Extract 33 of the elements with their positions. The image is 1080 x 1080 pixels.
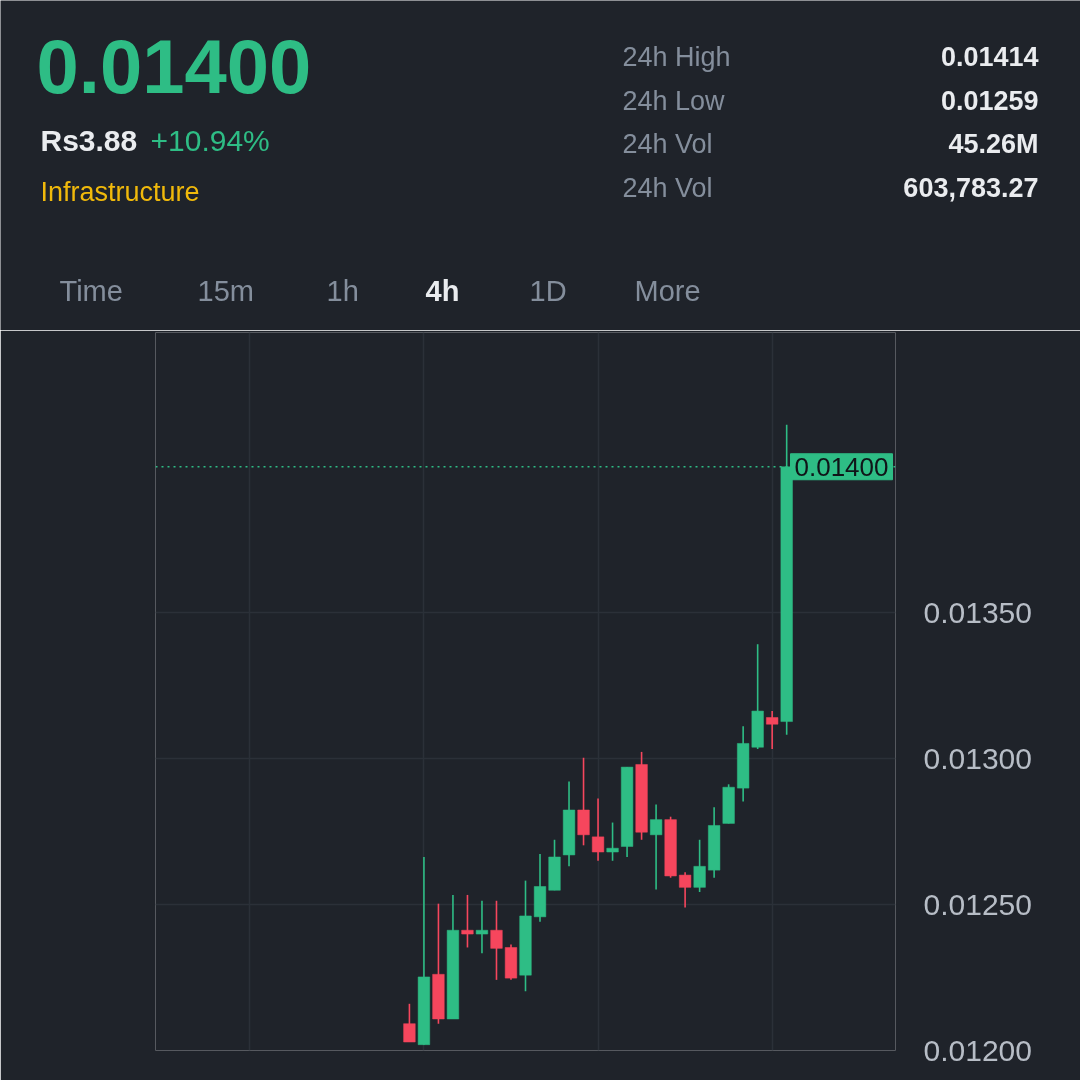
text: 45.26M — [948, 128, 1039, 159]
text: Infrastructure — [40, 176, 200, 207]
text: 24h Vol — [622, 172, 713, 203]
text: 603,783.27 — [903, 173, 1039, 203]
y-tick-label: 0.01300 — [923, 741, 1032, 775]
candlestick — [475, 899, 489, 955]
y-tick-label: 0.01350 — [923, 595, 1032, 629]
candlestick — [606, 821, 619, 862]
candlestick — [490, 899, 503, 981]
candlestick — [766, 710, 779, 750]
y-tick-label: 0.01200 — [923, 1033, 1032, 1067]
text: More — [634, 274, 701, 307]
text: +10.94% — [150, 124, 270, 157]
text: 24h High — [622, 41, 731, 72]
text: 1h — [326, 274, 359, 307]
text: 1D — [529, 274, 567, 307]
text: 4h — [425, 274, 460, 307]
candlestick — [403, 1003, 416, 1043]
text: Time — [59, 274, 123, 307]
candlestick — [693, 838, 706, 893]
text: 24h Vol — [622, 128, 713, 159]
candlestick — [461, 894, 474, 949]
candlestick — [592, 797, 605, 862]
text: 15m — [197, 274, 254, 307]
ref-line-label: 0.01400 — [794, 451, 889, 482]
text: 24h Low — [622, 85, 726, 116]
text: 0.01414 — [940, 42, 1039, 72]
candlestick — [679, 871, 692, 909]
candlestick — [650, 803, 663, 891]
chart-title: 0.01400 — [36, 24, 312, 109]
y-tick-label: 0.01250 — [923, 887, 1032, 921]
text: Rs3.88 — [40, 124, 138, 157]
text: 0.01259 — [940, 86, 1039, 116]
